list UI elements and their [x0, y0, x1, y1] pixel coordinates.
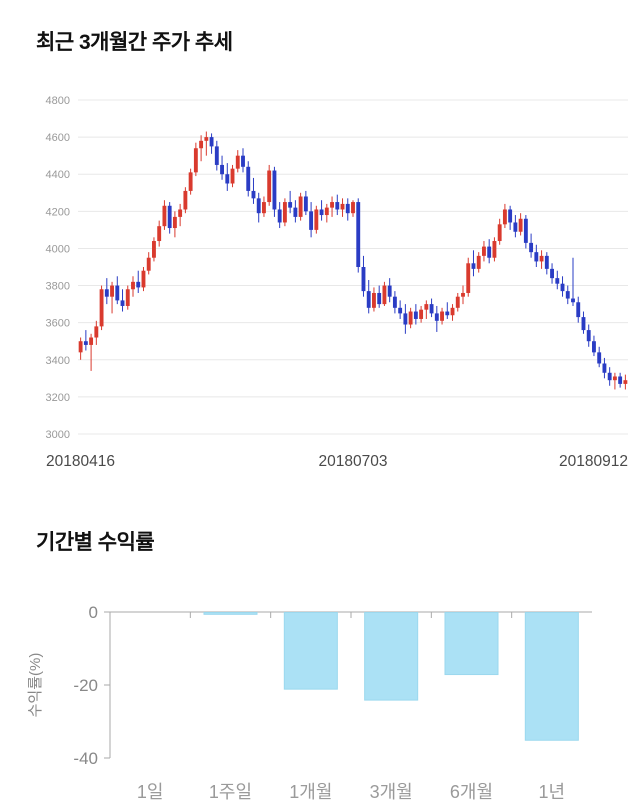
- svg-text:0: 0: [89, 603, 98, 622]
- svg-text:수익률(%): 수익률(%): [27, 653, 44, 718]
- price-candlestick-chart: 3000 3200 3400 3600 3800 4000 4200 4400 4600 4800…: [46, 95, 628, 470]
- svg-text:3200: 3200: [46, 392, 70, 404]
- svg-text:3개월: 3개월: [370, 782, 413, 802]
- returns-title: 기간별 수익률: [36, 531, 155, 554]
- svg-text:20180416: 20180416: [46, 453, 115, 470]
- svg-text:3800: 3800: [46, 281, 70, 293]
- svg-text:4400: 4400: [46, 169, 70, 181]
- stock-report-page: 최근 3개월간 주가 추세 3000 3200 3400 3600 3800 4000 42…: [0, 26, 640, 810]
- svg-text:1주일: 1주일: [209, 782, 252, 802]
- svg-text:20180703: 20180703: [319, 453, 388, 470]
- svg-text:1년: 1년: [539, 782, 566, 802]
- svg-text:-40: -40: [73, 749, 98, 768]
- svg-text:1일: 1일: [137, 782, 164, 802]
- svg-text:-20: -20: [73, 676, 98, 695]
- svg-text:3000: 3000: [46, 429, 70, 441]
- svg-text:20180912: 20180912: [559, 453, 628, 470]
- svg-text:1개월: 1개월: [289, 782, 332, 802]
- svg-text:4000: 4000: [46, 243, 70, 255]
- returns-bar-chart: 0 -20 -40 1일 1주일 1개월 3개월 6개월 1년 수익률(%): [27, 603, 592, 802]
- svg-text:3600: 3600: [46, 318, 70, 330]
- svg-text:6개월: 6개월: [450, 782, 493, 802]
- price-trend-title: 최근 3개월간 주가 추세: [36, 31, 233, 54]
- svg-text:3400: 3400: [46, 355, 70, 367]
- svg-text:4600: 4600: [46, 132, 70, 144]
- svg-text:4800: 4800: [46, 95, 70, 107]
- svg-text:4200: 4200: [46, 206, 70, 218]
